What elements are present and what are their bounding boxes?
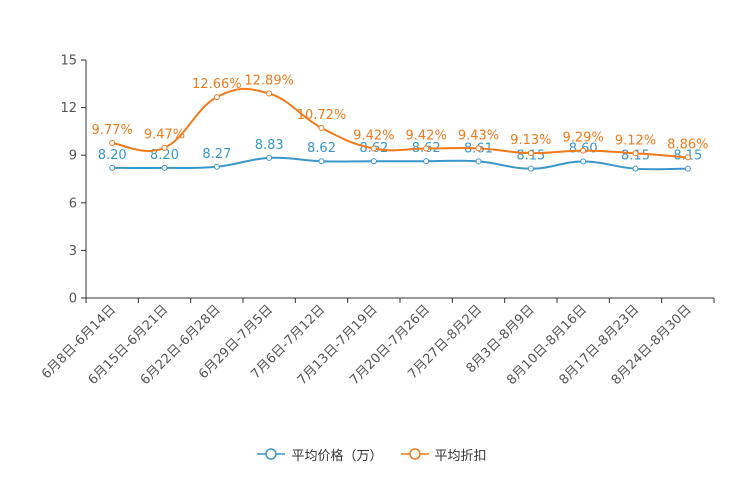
price-point-4	[318, 158, 325, 165]
y-tick-label-3: 9	[69, 149, 77, 164]
price-data-label-3: 8.83	[255, 138, 284, 153]
price-point-0	[109, 164, 116, 171]
discount-data-label-7: 9.43%	[458, 128, 499, 143]
price-point-6	[423, 158, 430, 165]
price-point-2	[213, 163, 220, 170]
discount-data-label-2: 12.66%	[192, 77, 242, 92]
discount-data-label-0: 9.77%	[92, 123, 133, 138]
discount-data-label-8: 9.13%	[510, 133, 551, 148]
discount-point-11	[684, 154, 691, 161]
price-point-8	[527, 165, 534, 172]
legend-price-label: 平均价格（万）	[291, 448, 383, 464]
discount-point-5	[370, 145, 377, 152]
price-point-11	[684, 165, 691, 172]
y-tick-label-5: 15	[60, 54, 77, 69]
legend-price-swatch-icon	[257, 448, 286, 460]
discount-data-label-3: 12.89%	[244, 73, 294, 88]
legend-discount-label: 平均折扣	[434, 448, 487, 464]
price-series-line	[112, 156, 688, 171]
discount-data-label-9: 9.29%	[563, 131, 604, 146]
y-tick-label-2: 6	[69, 196, 77, 211]
discount-point-1	[161, 144, 168, 151]
price-point-5	[370, 158, 377, 165]
discount-data-label-6: 9.42%	[406, 129, 447, 144]
price-point-3	[266, 154, 273, 161]
price-point-7	[475, 158, 482, 165]
legend-item-discount[interactable]: 平均折扣	[400, 445, 487, 464]
price-data-label-0: 8.20	[98, 148, 127, 163]
discount-point-7	[475, 145, 482, 152]
discount-data-label-4: 10.72%	[297, 108, 347, 123]
price-point-9	[580, 158, 587, 165]
legend: 平均价格（万） 平均折扣	[0, 444, 744, 464]
y-tick-label-4: 12	[60, 101, 77, 116]
legend-discount-swatch-icon	[400, 448, 429, 460]
discount-point-2	[213, 94, 220, 101]
price-data-label-4: 8.62	[307, 141, 336, 156]
discount-data-label-1: 9.47%	[144, 128, 185, 143]
discount-data-label-11: 8.86%	[667, 137, 708, 152]
legend-item-price[interactable]: 平均价格（万）	[257, 445, 383, 464]
discount-data-label-5: 9.42%	[353, 129, 394, 144]
discount-data-label-10: 9.12%	[615, 133, 656, 148]
price-point-10	[632, 165, 639, 172]
discount-point-4	[318, 124, 325, 131]
price-point-1	[161, 164, 168, 171]
y-tick-label-0: 0	[69, 292, 77, 307]
price-data-label-2: 8.27	[202, 147, 231, 162]
discount-point-8	[527, 150, 534, 157]
discount-point-9	[580, 147, 587, 154]
discount-point-0	[109, 139, 116, 146]
discount-point-3	[266, 90, 273, 97]
discount-point-10	[632, 150, 639, 157]
price-data-label-1: 8.20	[150, 148, 179, 163]
y-tick-label-1: 3	[69, 244, 77, 259]
discount-series-line	[112, 87, 688, 159]
discount-point-6	[423, 145, 430, 152]
